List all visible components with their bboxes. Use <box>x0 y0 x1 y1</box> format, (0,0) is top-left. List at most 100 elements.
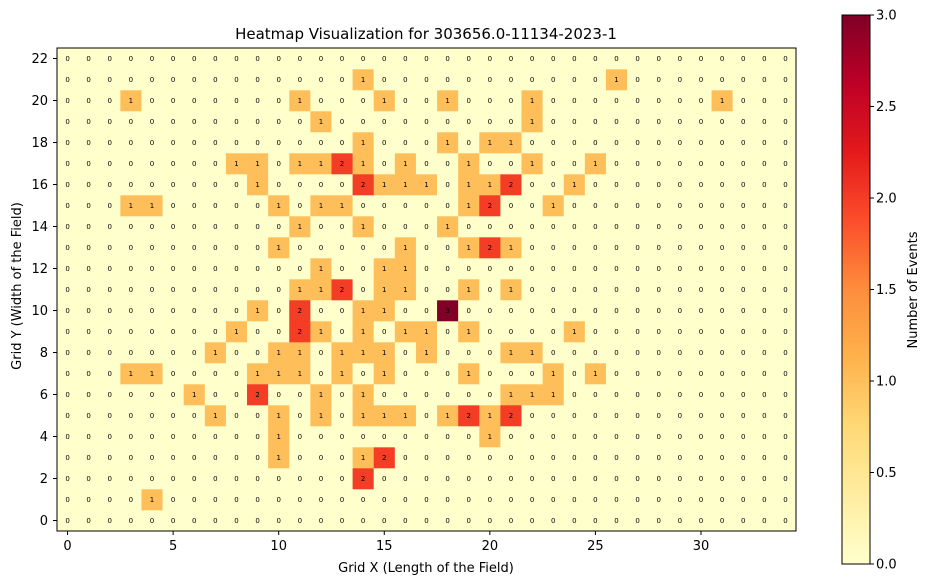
cell-value-label: 1 <box>298 349 302 357</box>
cell-value-label: 0 <box>192 454 196 462</box>
heatmap-cell <box>120 489 142 511</box>
heatmap-cell <box>162 468 184 490</box>
heatmap-cell <box>204 237 227 259</box>
heatmap-cell <box>479 384 501 406</box>
cell-value-label: 0 <box>150 244 154 252</box>
heatmap-cell <box>310 405 332 427</box>
heatmap-cell <box>774 510 797 532</box>
cell-value-label: 0 <box>171 328 175 336</box>
heatmap-cell <box>563 258 586 280</box>
heatmap-cell <box>542 510 565 532</box>
cell-value-label: 0 <box>551 454 555 462</box>
cell-value-label: 0 <box>403 55 407 63</box>
cell-value-label: 0 <box>424 307 428 315</box>
cell-value-label: 0 <box>424 370 428 378</box>
heatmap-cell <box>563 342 586 364</box>
heatmap-cell <box>331 489 353 511</box>
cell-value-label: 0 <box>699 496 703 504</box>
cell-value-label: 1 <box>150 370 154 378</box>
heatmap-cell <box>141 426 163 448</box>
cell-value-label: 0 <box>678 223 682 231</box>
heatmap-cell <box>521 153 543 175</box>
heatmap-cell <box>584 321 607 343</box>
heatmap-cell <box>500 237 522 259</box>
cell-value-label: 1 <box>298 370 302 378</box>
cell-value-label: 0 <box>551 223 555 231</box>
cell-value-label: 0 <box>741 265 745 273</box>
cell-value-label: 0 <box>424 454 428 462</box>
heatmap-cell <box>183 195 206 217</box>
cell-value-label: 1 <box>213 349 217 357</box>
cell-value-label: 0 <box>699 181 703 189</box>
heatmap-cell <box>542 237 565 259</box>
cell-value-label: 0 <box>298 244 302 252</box>
heatmap-cell <box>605 69 628 91</box>
heatmap-cell <box>99 153 121 175</box>
heatmap-cell <box>479 216 501 238</box>
cell-value-label: 0 <box>108 454 112 462</box>
cell-value-label: 0 <box>108 370 112 378</box>
heatmap-cell <box>268 111 290 133</box>
heatmap-cell <box>605 174 628 196</box>
heatmap-cell <box>774 216 797 238</box>
cell-value-label: 0 <box>108 181 112 189</box>
heatmap-cell <box>500 468 522 490</box>
y-tick-label: 22 <box>31 52 48 67</box>
heatmap-cell <box>521 363 543 385</box>
cell-value-label: 0 <box>678 55 682 63</box>
cell-value-label: 0 <box>783 328 787 336</box>
cell-value-label: 0 <box>635 370 639 378</box>
heatmap-cell <box>247 405 269 427</box>
cell-value-label: 0 <box>509 433 513 441</box>
heatmap-cell <box>584 363 607 385</box>
cell-value-label: 0 <box>171 118 175 126</box>
heatmap-cell <box>711 237 733 259</box>
cell-value-label: 0 <box>424 517 428 525</box>
heatmap-cell <box>247 258 269 280</box>
cell-value-label: 0 <box>720 433 724 441</box>
heatmap-cell <box>204 489 227 511</box>
cell-value-label: 0 <box>382 475 386 483</box>
heatmap-cell <box>99 258 121 280</box>
heatmap-cell <box>563 300 586 322</box>
cell-value-label: 0 <box>593 76 597 84</box>
heatmap-cell <box>627 153 649 175</box>
cell-value-label: 0 <box>741 370 745 378</box>
heatmap-cell <box>373 48 396 70</box>
cell-value-label: 0 <box>551 307 555 315</box>
heatmap-cell <box>627 90 649 112</box>
heatmap-cell <box>57 426 79 448</box>
heatmap-cell <box>99 48 121 70</box>
heatmap-cell <box>247 279 269 301</box>
cell-value-label: 0 <box>65 97 69 105</box>
heatmap-cell <box>162 321 184 343</box>
cell-value-label: 0 <box>298 454 302 462</box>
heatmap-cell <box>437 300 459 322</box>
heatmap-cell <box>247 426 269 448</box>
cell-value-label: 0 <box>319 454 323 462</box>
cell-value-label: 0 <box>593 496 597 504</box>
heatmap-cell <box>669 69 691 91</box>
cell-value-label: 0 <box>488 223 492 231</box>
heatmap-cell <box>289 405 311 427</box>
cell-value-label: 0 <box>403 139 407 147</box>
cell-value-label: 1 <box>403 286 407 294</box>
cell-value-label: 0 <box>424 496 428 504</box>
cell-value-label: 0 <box>150 328 154 336</box>
heatmap-cell <box>141 363 163 385</box>
cell-value-label: 0 <box>108 202 112 210</box>
cell-value-label: 0 <box>657 349 661 357</box>
cell-value-label: 0 <box>129 517 133 525</box>
cell-value-label: 0 <box>678 517 682 525</box>
cell-value-label: 0 <box>86 475 90 483</box>
cell-value-label: 0 <box>445 76 449 84</box>
cell-value-label: 0 <box>635 55 639 63</box>
cell-value-label: 0 <box>234 55 238 63</box>
cell-value-label: 0 <box>509 265 513 273</box>
heatmap-cell <box>648 321 670 343</box>
cell-value-label: 0 <box>192 307 196 315</box>
heatmap-cell <box>268 300 290 322</box>
cell-value-label: 0 <box>171 412 175 420</box>
cell-value-label: 0 <box>551 160 555 168</box>
heatmap-cell <box>753 195 776 217</box>
